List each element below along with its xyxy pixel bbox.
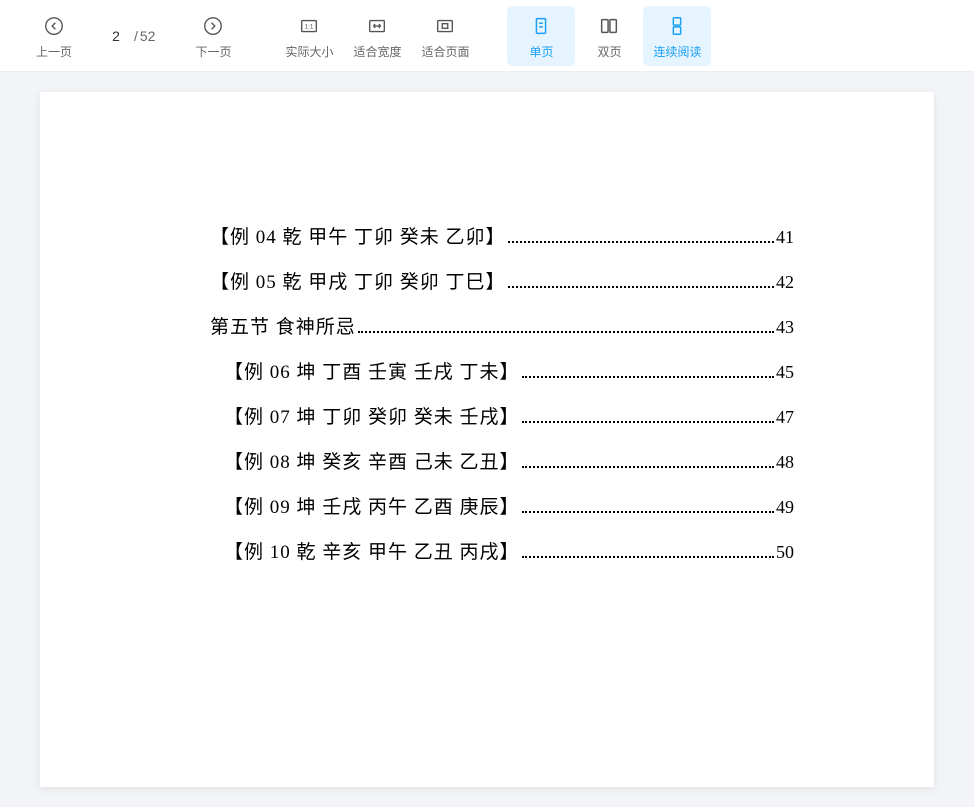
toc-item-text: 【例 06 坤 丁酉 壬寅 壬戌 丁未】	[224, 357, 520, 384]
toc-item: 【例 08 坤 癸亥 辛酉 己未 乙丑】 48	[210, 447, 794, 474]
continuous-read-button[interactable]: 连续阅读	[643, 6, 711, 66]
continuous-read-icon	[662, 11, 692, 41]
svg-text:1:1: 1:1	[305, 23, 314, 30]
toc-item-text: 【例 05 乾 甲戌 丁卯 癸卯 丁巳】	[210, 267, 506, 294]
toc-item: 【例 04 乾 甲午 丁卯 癸未 乙卯】 41	[210, 222, 794, 249]
prev-page-label: 上一页	[36, 43, 72, 60]
toc-item-text: 【例 04 乾 甲午 丁卯 癸未 乙卯】	[210, 222, 506, 249]
toc-item-text: 【例 07 坤 丁卯 癸卯 癸未 壬戌】	[224, 402, 520, 429]
toc-item: 【例 07 坤 丁卯 癸卯 癸未 壬戌】 47	[210, 402, 794, 429]
total-pages: 52	[140, 28, 156, 44]
actual-size-icon: 1:1	[294, 11, 324, 41]
toc-item: 【例 06 坤 丁酉 壬寅 壬戌 丁未】 45	[210, 357, 794, 384]
toc-item-page: 48	[776, 452, 794, 473]
toc-item-page: 50	[776, 542, 794, 563]
next-page-button[interactable]: 下一页	[179, 6, 247, 66]
fit-width-button[interactable]: 适合宽度	[343, 6, 411, 66]
toc-item: 【例 09 坤 壬戌 丙午 乙酉 庚辰】 49	[210, 492, 794, 519]
toc-item-page: 42	[776, 272, 794, 293]
toc-leader-dots	[508, 241, 774, 243]
toc-item-text: 【例 08 坤 癸亥 辛酉 己未 乙丑】	[224, 447, 520, 474]
toc-leader-dots	[522, 511, 774, 513]
toc-item-text: 【例 09 坤 壬戌 丙午 乙酉 庚辰】	[224, 492, 520, 519]
actual-size-label: 实际大小	[285, 43, 333, 60]
toc-leader-dots	[522, 421, 774, 423]
fit-width-icon	[362, 11, 392, 41]
single-page-icon	[526, 11, 556, 41]
document-page: 【例 04 乾 甲午 丁卯 癸未 乙卯】 41 【例 05 乾 甲戌 丁卯 癸卯 丁…	[40, 92, 934, 787]
toc-item-page: 43	[776, 317, 794, 338]
toc-item-page: 41	[776, 227, 794, 248]
toc-leader-dots	[522, 376, 774, 378]
toc-leader-dots	[522, 466, 774, 468]
toc-leader-dots	[508, 286, 774, 288]
toc-item: 第五节 食神所忌 43	[210, 312, 794, 339]
prev-page-button[interactable]: 上一页	[20, 6, 88, 66]
toolbar: 上一页 / 52 下一页 1:1 实际大小	[0, 0, 974, 72]
single-page-label: 单页	[529, 43, 553, 60]
double-page-icon	[594, 11, 624, 41]
toc-item-page: 45	[776, 362, 794, 383]
continuous-read-label: 连续阅读	[653, 43, 701, 60]
toc-item-page: 49	[776, 497, 794, 518]
fit-page-icon	[430, 11, 460, 41]
current-page-input[interactable]	[100, 23, 132, 49]
toc-item-text: 第五节 食神所忌	[210, 312, 356, 339]
actual-size-button[interactable]: 1:1 实际大小	[275, 6, 343, 66]
single-page-button[interactable]: 单页	[507, 6, 575, 66]
table-of-contents: 【例 04 乾 甲午 丁卯 癸未 乙卯】 41 【例 05 乾 甲戌 丁卯 癸卯 丁…	[210, 222, 794, 564]
toc-item: 【例 10 乾 辛亥 甲午 乙丑 丙戌】 50	[210, 537, 794, 564]
double-page-button[interactable]: 双页	[575, 6, 643, 66]
toc-item-page: 47	[776, 407, 794, 428]
fit-width-label: 适合宽度	[353, 43, 401, 60]
fit-page-label: 适合页面	[421, 43, 469, 60]
toc-leader-dots	[358, 331, 774, 333]
chevron-left-circle-icon	[39, 11, 69, 41]
document-viewport: 【例 04 乾 甲午 丁卯 癸未 乙卯】 41 【例 05 乾 甲戌 丁卯 癸卯 丁…	[0, 72, 974, 807]
double-page-label: 双页	[597, 43, 621, 60]
toc-item: 【例 05 乾 甲戌 丁卯 癸卯 丁巳】 42	[210, 267, 794, 294]
page-separator: /	[134, 28, 138, 44]
fit-page-button[interactable]: 适合页面	[411, 6, 479, 66]
next-page-label: 下一页	[195, 43, 231, 60]
chevron-right-circle-icon	[198, 11, 228, 41]
toc-leader-dots	[522, 556, 774, 558]
toc-item-text: 【例 10 乾 辛亥 甲午 乙丑 丙戌】	[224, 537, 520, 564]
page-indicator: / 52	[100, 23, 155, 49]
